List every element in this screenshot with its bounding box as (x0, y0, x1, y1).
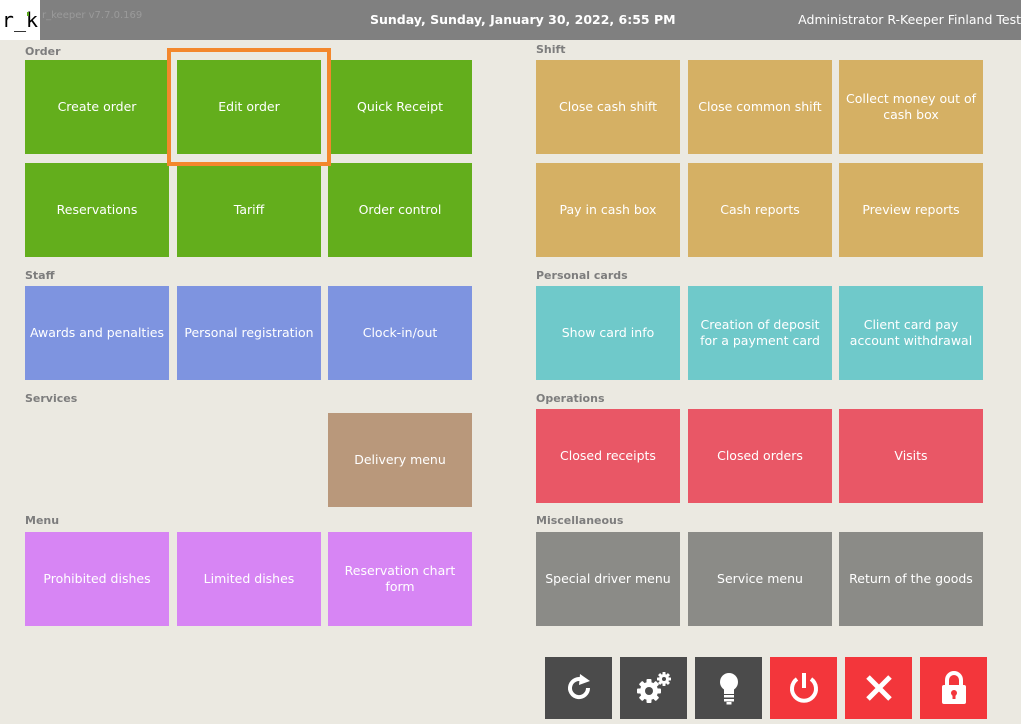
settings-button[interactable] (620, 657, 687, 719)
section-miscellaneous: Miscellaneous (536, 514, 624, 527)
tariff-button[interactable]: Tariff (177, 163, 321, 257)
collect-money-button[interactable]: Collect money out of cash box (839, 60, 983, 154)
client-card-withdrawal-button[interactable]: Client card pay account withdrawal (839, 286, 983, 380)
section-order: Order (25, 45, 61, 58)
top-bar: r _ k r_keeper v7.7.0.169 Sunday, Sunday, … (0, 0, 1021, 40)
section-shift: Shift (536, 43, 566, 56)
awards-penalties-button[interactable]: Awards and penalties (25, 286, 169, 380)
section-staff: Staff (25, 269, 55, 282)
gear-icon (636, 672, 671, 703)
user-label: Administrator R-Keeper Finland Test (798, 12, 1021, 27)
clock-in-out-button[interactable]: Clock-in/out (328, 286, 472, 380)
section-operations: Operations (536, 392, 605, 405)
power-button[interactable] (770, 657, 837, 719)
closed-orders-button[interactable]: Closed orders (688, 409, 832, 503)
section-services: Services (25, 392, 78, 405)
quick-receipt-button[interactable]: Quick Receipt (328, 60, 472, 154)
app-logo: r _ k (0, 0, 40, 40)
close-common-shift-button[interactable]: Close common shift (688, 60, 832, 154)
reservation-chart-form-button[interactable]: Reservation chart form (328, 532, 472, 626)
cash-reports-button[interactable]: Cash reports (688, 163, 832, 257)
personal-registration-button[interactable]: Personal registration (177, 286, 321, 380)
delivery-menu-button[interactable]: Delivery menu (328, 413, 472, 507)
reservations-button[interactable]: Reservations (25, 163, 169, 257)
lightbulb-icon (719, 673, 738, 705)
visits-button[interactable]: Visits (839, 409, 983, 503)
limited-dishes-button[interactable]: Limited dishes (177, 532, 321, 626)
special-driver-menu-button[interactable]: Special driver menu (536, 532, 680, 626)
power-icon (789, 673, 818, 703)
return-goods-button[interactable]: Return of the goods (839, 532, 983, 626)
close-icon (865, 675, 892, 701)
preview-reports-button[interactable]: Preview reports (839, 163, 983, 257)
version-label: r_keeper v7.7.0.169 (42, 10, 143, 21)
lock-icon (941, 671, 966, 704)
edit-order-button[interactable]: Edit order (177, 60, 321, 154)
datetime-label: Sunday, Sunday, January 30, 2022, 6:55 P… (370, 12, 676, 27)
prohibited-dishes-button[interactable]: Prohibited dishes (25, 532, 169, 626)
service-menu-button[interactable]: Service menu (688, 532, 832, 626)
order-control-button[interactable]: Order control (328, 163, 472, 257)
creation-deposit-button[interactable]: Creation of deposit for a payment card (688, 286, 832, 380)
closed-receipts-button[interactable]: Closed receipts (536, 409, 680, 503)
lock-button[interactable] (920, 657, 987, 719)
hint-button[interactable] (695, 657, 762, 719)
section-personal-cards: Personal cards (536, 269, 628, 282)
pay-in-cash-box-button[interactable]: Pay in cash box (536, 163, 680, 257)
close-button[interactable] (845, 657, 912, 719)
show-card-info-button[interactable]: Show card info (536, 286, 680, 380)
close-cash-shift-button[interactable]: Close cash shift (536, 60, 680, 154)
section-menu: Menu (25, 514, 60, 527)
refresh-button[interactable] (545, 657, 612, 719)
refresh-icon (567, 674, 590, 700)
create-order-button[interactable]: Create order (25, 60, 169, 154)
